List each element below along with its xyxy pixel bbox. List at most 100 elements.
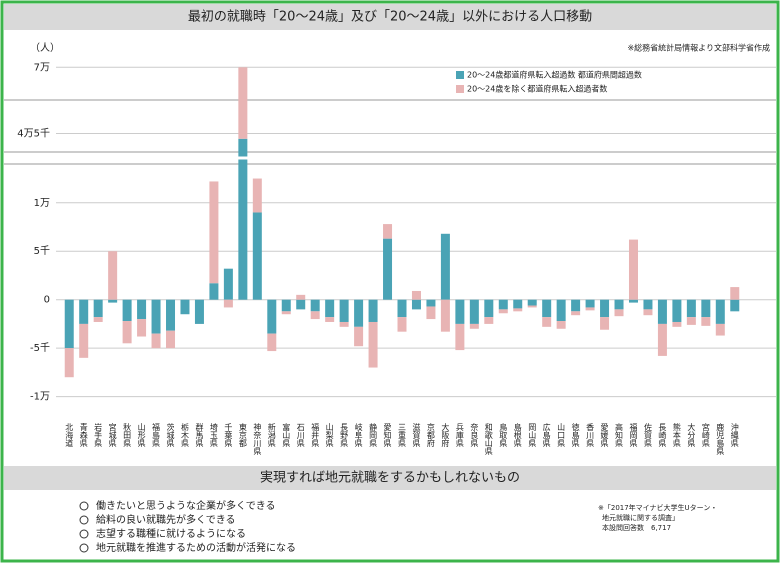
bar (628, 239, 638, 300)
bar (281, 311, 291, 315)
bar (397, 299, 407, 318)
survey-item: 給料の良い就職先が多くできる (96, 513, 236, 526)
bar (571, 299, 581, 312)
y-tick-label: 4万5千 (17, 127, 50, 139)
bar (325, 299, 335, 318)
x-tick-label: 長崎県 (658, 423, 667, 448)
x-tick-label: 栃木県 (180, 422, 189, 448)
bar (267, 299, 277, 334)
bar (252, 178, 262, 213)
bar (643, 309, 653, 316)
legend-swatch (456, 85, 464, 93)
bar (325, 317, 335, 322)
x-tick-label: 群馬県 (195, 422, 204, 448)
bar (383, 224, 393, 239)
bar (513, 299, 523, 309)
bar (238, 138, 248, 300)
bar (354, 299, 364, 327)
bullet (79, 543, 89, 553)
y-tick-label: -5千 (30, 342, 50, 354)
bar (252, 212, 262, 300)
x-tick-label: 福島県 (152, 423, 161, 448)
chart-title: 最初の就職時「20〜24歳」及び「20〜24歳」以外における人口移動 (188, 10, 592, 25)
bar (657, 299, 667, 324)
x-tick-label: 奈良県 (470, 422, 479, 448)
x-tick-label: 兵庫県 (455, 422, 464, 448)
bar (469, 299, 479, 324)
bar (513, 308, 523, 312)
x-tick-label: 静岡県 (369, 422, 378, 448)
bar (383, 238, 393, 300)
x-tick-label: 沖縄県 (730, 422, 739, 448)
bar (440, 299, 450, 332)
x-tick-label: 岩手県 (94, 422, 103, 448)
bar (223, 268, 233, 300)
x-tick-label: 山梨県 (325, 422, 334, 448)
y-tick-label: 1万 (34, 198, 50, 209)
bar (238, 67, 248, 139)
bar (672, 299, 682, 322)
bar (180, 299, 190, 315)
x-tick-label: 熊本県 (672, 422, 681, 448)
bar (166, 330, 176, 349)
x-tick-label: 埼玉県 (209, 422, 218, 448)
bar (484, 299, 494, 318)
bar (339, 299, 349, 322)
bar (93, 317, 103, 322)
bar (194, 299, 204, 324)
y-axis-label: （人） (30, 42, 60, 54)
bar (527, 299, 537, 306)
survey-item: 地元就職を推進するための活動が活発になる (96, 541, 296, 554)
bar (730, 287, 740, 300)
x-tick-label: 神奈川県 (253, 422, 262, 456)
bar (701, 299, 711, 318)
bar (686, 317, 696, 325)
bar (643, 299, 653, 310)
bar (411, 299, 421, 310)
bar (310, 311, 320, 320)
y-tick-label: -1万 (30, 392, 50, 403)
bar (137, 299, 147, 320)
bar (368, 299, 378, 322)
bar (151, 333, 161, 349)
bar (339, 321, 349, 327)
x-tick-label: 千葉県 (224, 422, 233, 448)
bar (455, 299, 465, 324)
x-tick-label: 宮城県 (108, 422, 117, 448)
x-tick-label: 青森県 (79, 422, 88, 448)
bar (108, 251, 118, 300)
x-tick-label: 鹿児島県 (716, 422, 725, 456)
x-tick-label: 北海道 (65, 423, 74, 448)
bar (628, 299, 638, 303)
bar (556, 321, 566, 329)
bar (715, 323, 725, 336)
x-tick-label: 岡山県 (528, 423, 537, 448)
bar (223, 299, 233, 308)
bar (166, 299, 176, 331)
bar (440, 233, 450, 300)
x-tick-label: 山口県 (557, 422, 566, 448)
x-tick-label: 富山県 (282, 422, 291, 448)
x-tick-label: 三重県 (398, 423, 407, 448)
bar (498, 309, 508, 314)
survey-title: 実現すれば地元就職をするかもしれないもの (260, 470, 520, 486)
bar (469, 323, 479, 329)
bar (79, 323, 89, 358)
bar (498, 299, 508, 310)
bar (151, 299, 161, 334)
bar (542, 299, 552, 318)
title-band (4, 4, 776, 30)
bar (79, 299, 89, 324)
x-tick-label: 石川県 (296, 423, 305, 448)
survey-note: 本設問回答数 6,717 (602, 523, 671, 532)
bar (730, 299, 740, 312)
bar (600, 317, 610, 330)
x-tick-label: 滋賀県 (412, 422, 421, 448)
x-tick-label: 長野県 (340, 423, 349, 448)
x-tick-label: 鳥取県 (499, 422, 508, 448)
bar (411, 290, 421, 300)
source: ※総務省統計局情報より文部科学省作成 (627, 43, 770, 53)
y-tick-label: 7万 (34, 62, 50, 73)
bar (267, 333, 277, 352)
